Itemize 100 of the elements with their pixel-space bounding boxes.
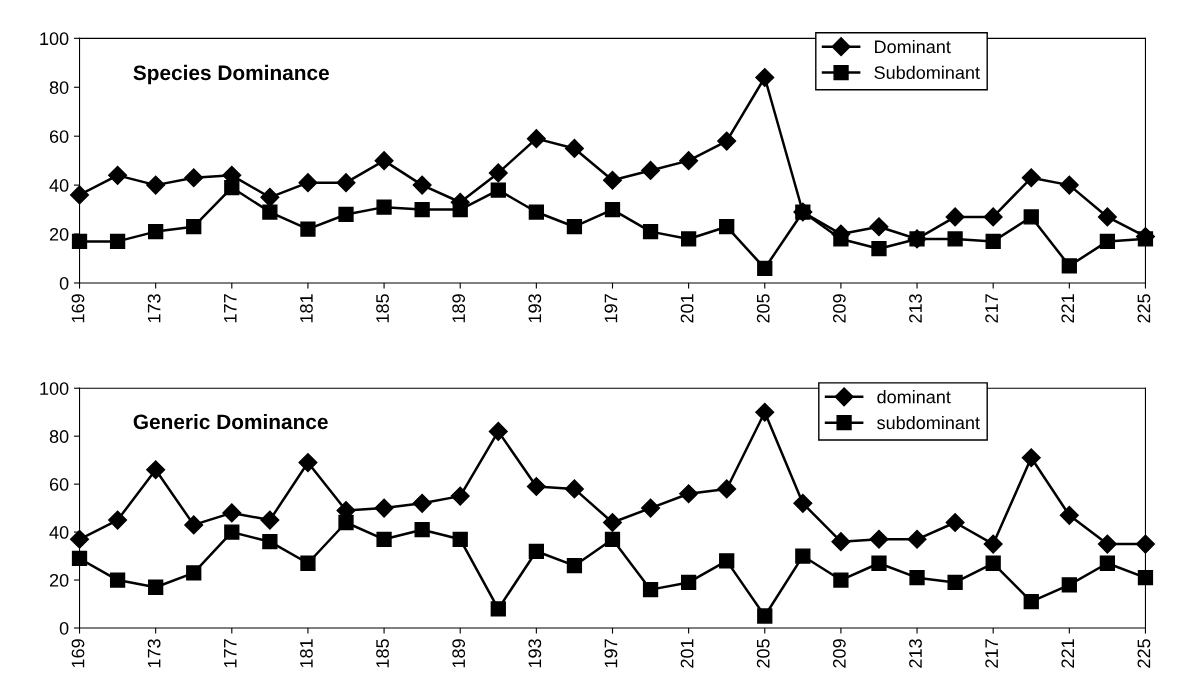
point (604, 531, 621, 547)
y-tick-label: 20 (49, 227, 69, 241)
text: Generic Dominance (133, 413, 328, 430)
point (719, 219, 735, 235)
x-tick-label: 193 (528, 294, 542, 323)
point (450, 486, 470, 506)
x-tick-label: 185 (376, 639, 389, 668)
legend-label: Dominant (875, 39, 951, 54)
point (184, 168, 204, 188)
point (717, 131, 737, 151)
point (148, 223, 164, 240)
point (757, 260, 773, 276)
point (564, 138, 584, 158)
point (1023, 593, 1039, 610)
point (71, 233, 88, 250)
point (680, 231, 697, 247)
point (488, 421, 508, 441)
point (602, 170, 623, 190)
point (641, 160, 661, 180)
x-tick-label: 213 (909, 639, 922, 668)
y-tick-label: 0 (59, 621, 69, 635)
point (412, 175, 432, 195)
x-tick-label: 209 (832, 294, 846, 323)
point (945, 512, 965, 533)
y-tick-label: 60 (49, 478, 69, 491)
point (490, 601, 506, 617)
x-tick-label: 169 (71, 294, 85, 323)
point (795, 548, 811, 564)
point (869, 529, 889, 549)
point (983, 534, 1003, 554)
x-tick-label: 189 (452, 294, 466, 323)
point (1135, 534, 1155, 554)
point (452, 531, 468, 547)
point (298, 453, 318, 473)
point (1137, 570, 1154, 586)
legend-label: dominant (877, 390, 951, 404)
point (490, 182, 506, 198)
point (833, 572, 849, 588)
x-tick-label: 177 (224, 294, 237, 323)
point (298, 173, 318, 193)
point (1061, 258, 1077, 274)
point (641, 498, 661, 518)
point (528, 204, 544, 220)
point (146, 175, 166, 195)
point (146, 460, 166, 480)
point (1021, 448, 1041, 468)
y-tick-label: 80 (49, 81, 69, 94)
point (224, 179, 240, 196)
x-tick-label: 209 (832, 639, 846, 668)
point (679, 484, 699, 504)
point (71, 550, 88, 567)
point (985, 555, 1001, 571)
point (679, 151, 699, 171)
point (947, 231, 963, 247)
point (1099, 555, 1116, 571)
point (412, 493, 432, 513)
point (186, 565, 202, 581)
x-tick-label: 181 (300, 639, 313, 668)
point (184, 515, 204, 535)
point (338, 206, 354, 223)
point (336, 173, 356, 193)
point (604, 201, 621, 218)
y-tick-label: 40 (49, 179, 69, 192)
point (69, 185, 90, 205)
point (222, 503, 242, 523)
point (69, 529, 90, 549)
y-tick-label: 60 (49, 130, 69, 143)
y-tick-label: 100 (40, 382, 69, 395)
point (1099, 233, 1116, 250)
point (260, 187, 280, 207)
x-tick-label: 173 (147, 639, 161, 668)
point (262, 534, 278, 550)
point (642, 223, 659, 240)
x-tick-label: 181 (300, 294, 313, 323)
point (566, 219, 583, 235)
point (109, 233, 126, 250)
x-tick-label: 169 (71, 639, 85, 668)
point (374, 498, 394, 518)
x-tick-label: 217 (985, 639, 998, 668)
x-tick-label: 197 (604, 639, 618, 668)
point (1097, 534, 1117, 554)
point (642, 581, 659, 598)
point (833, 231, 849, 247)
point (793, 493, 813, 513)
x-tick-label: 217 (985, 294, 998, 323)
point (869, 217, 889, 237)
x-tick-label: 189 (452, 639, 466, 668)
point (262, 204, 278, 220)
point (947, 574, 963, 591)
x-tick-label: 221 (1061, 639, 1074, 668)
legend-label: Subdominant (874, 65, 980, 80)
y-tick-label: 80 (49, 430, 69, 443)
x-tick-label: 205 (756, 639, 770, 668)
x-tick-label: 205 (756, 294, 770, 323)
point (907, 529, 927, 549)
x-tick-label: 173 (147, 294, 161, 323)
x-tick-label: 213 (909, 294, 922, 323)
y-tick-label: 20 (49, 573, 69, 587)
point (414, 522, 430, 538)
point (526, 476, 546, 497)
